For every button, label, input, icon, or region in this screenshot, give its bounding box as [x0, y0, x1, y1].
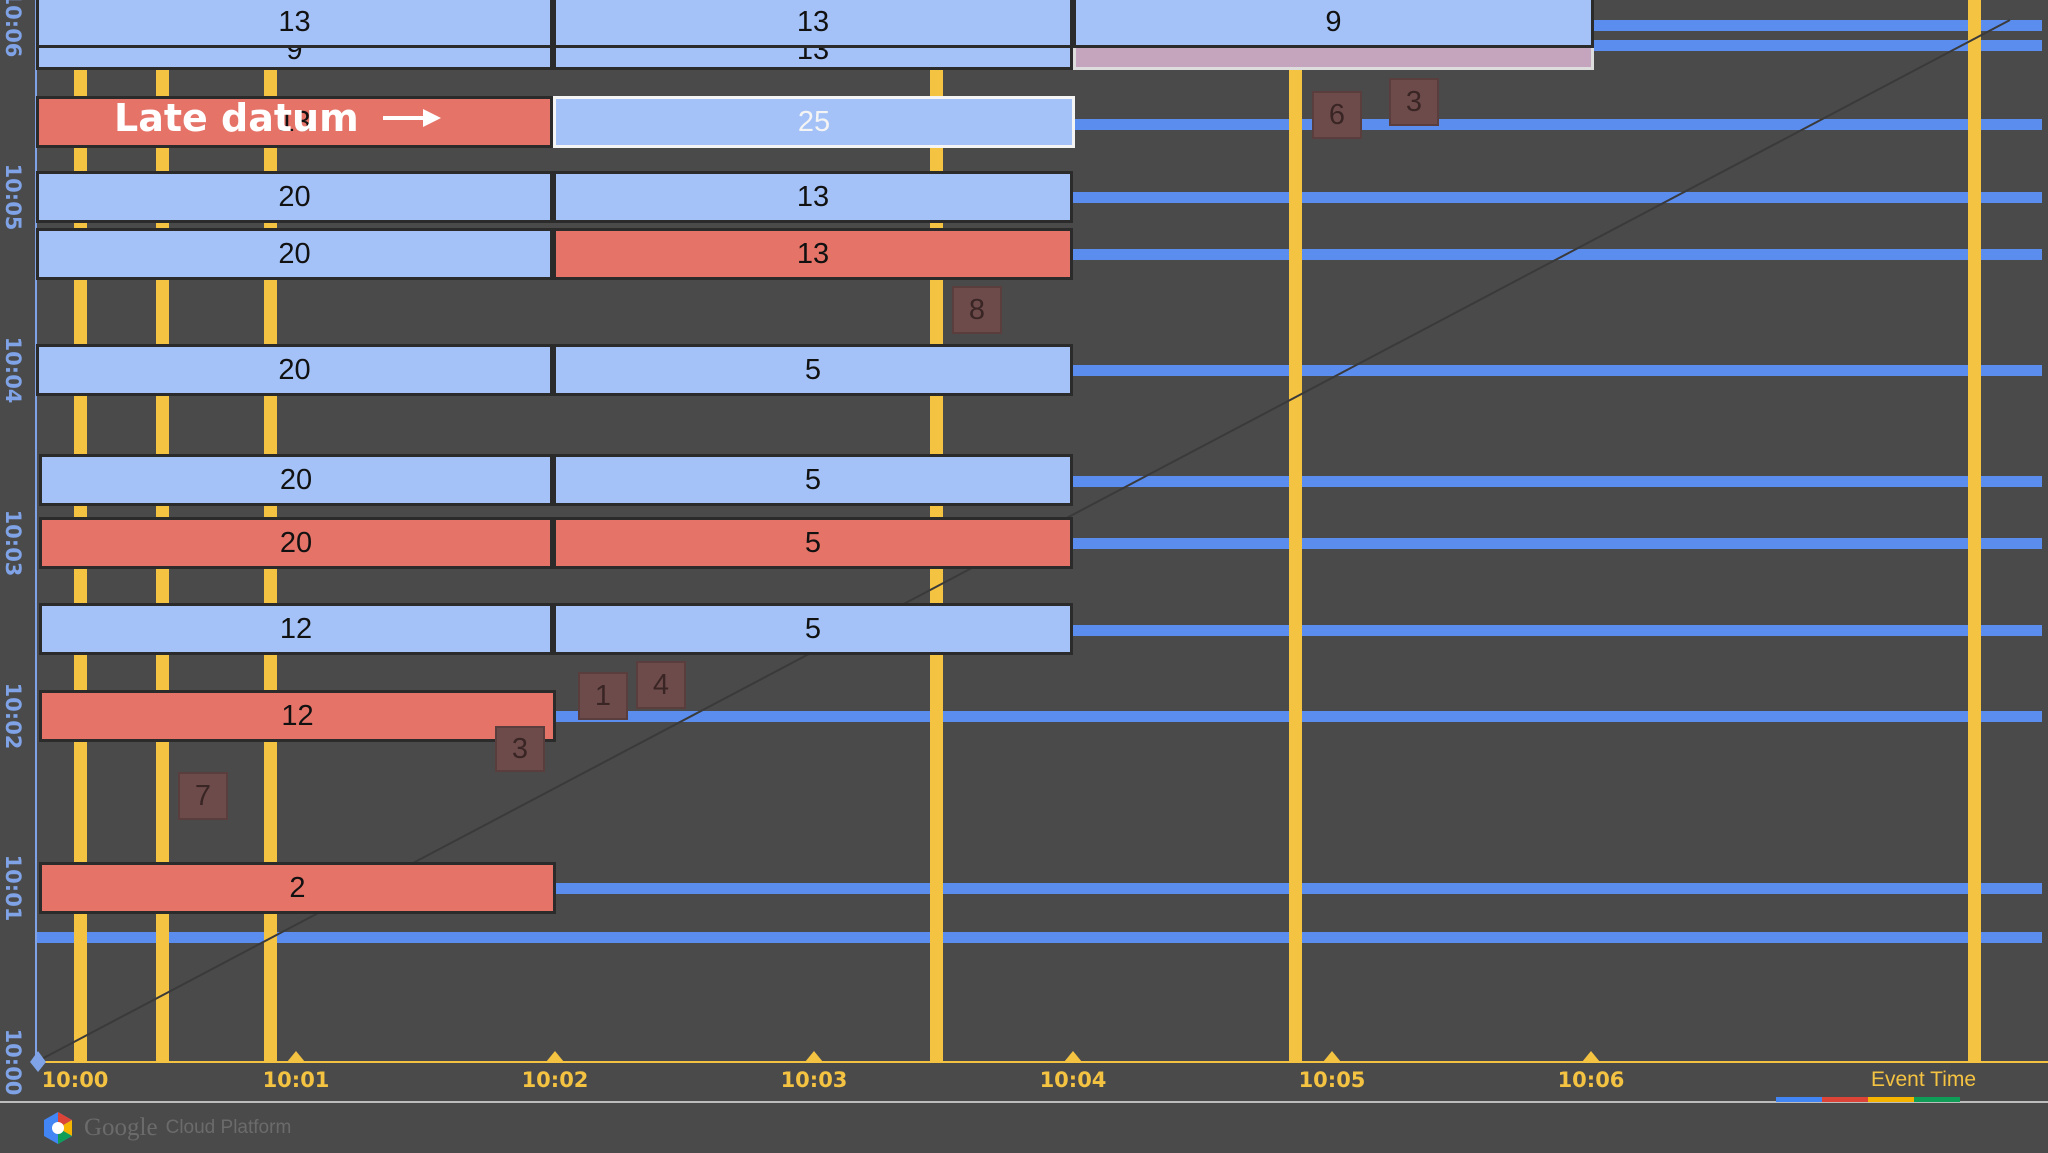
datum-value: 3 [1405, 85, 1423, 118]
pane-box: 13 [553, 0, 1073, 48]
x-tick-marker [1323, 1051, 1341, 1062]
y-tick-label: 10:05 [1, 163, 25, 231]
pane-value: 25 [797, 105, 831, 138]
pane-value: 13 [278, 105, 311, 138]
footer-brand: Google [84, 1114, 158, 1141]
timeline-line [1073, 538, 2042, 549]
pane-value: 5 [804, 612, 822, 645]
x-tick-marker [1064, 1051, 1082, 1062]
x-tick-marker [287, 1051, 305, 1062]
y-tick-label: 10:06 [1, 0, 25, 58]
pane-box: 5 [553, 344, 1073, 396]
x-tick-label: 10:01 [262, 1068, 330, 1092]
pane-box: 12 [39, 690, 556, 742]
y-tick-label: 10:00 [1, 1028, 25, 1096]
pane-box: 13 [36, 96, 553, 148]
timeline-line [1073, 476, 2042, 487]
datum-square: 3 [495, 726, 545, 772]
legend-bar-green [1914, 1097, 1960, 1102]
timeline-line [1073, 192, 2042, 203]
trigger-line [1968, 0, 1981, 1062]
pane-box: 9 [1073, 0, 1594, 48]
timeline-line [1073, 365, 2042, 376]
datum-square: 3 [1389, 78, 1439, 126]
legend-bar-yellow [1868, 1097, 1914, 1102]
pane-value: 20 [279, 526, 313, 559]
pane-box: 2 [39, 862, 556, 914]
y-tick-label: 10:04 [1, 336, 25, 404]
datum-value: 8 [968, 293, 986, 326]
pane-value: 2 [289, 871, 306, 904]
y-tick-label: 10:01 [1, 854, 25, 922]
datum-value: 3 [511, 732, 529, 765]
timeline-line [1073, 249, 2042, 260]
pane-box: 5 [553, 603, 1073, 655]
footer-product: Cloud Platform [165, 1117, 292, 1138]
pane-value: 5 [804, 353, 822, 386]
x-tick-marker [546, 1051, 564, 1062]
axis-origin-marker [30, 1051, 46, 1072]
pane-value: 12 [279, 612, 313, 645]
pane-box: 20 [36, 171, 553, 223]
pane-box: 20 [39, 454, 553, 506]
datum-value: 6 [1328, 98, 1346, 131]
timeline-line [1590, 20, 2042, 31]
pane-value: 13 [796, 237, 830, 270]
pane-value: 20 [278, 180, 311, 213]
pane-box: 20 [36, 228, 553, 280]
timeline-line [1073, 119, 2042, 130]
x-tick-label: 10:04 [1039, 1068, 1107, 1092]
datum-value: 7 [194, 779, 212, 812]
pane-value: 20 [278, 237, 311, 270]
x-tick-label: 10:06 [1557, 1068, 1625, 1092]
x-tick-label: 10:02 [521, 1068, 589, 1092]
datum-square: 7 [178, 772, 228, 820]
x-tick-label: 10:00 [41, 1068, 109, 1092]
pane-value: 9 [1325, 5, 1342, 38]
x-tick-label: 10:03 [780, 1068, 848, 1092]
pane-box: 5 [553, 454, 1073, 506]
pane-value: 13 [796, 180, 830, 213]
datum-square: 4 [636, 661, 686, 709]
trigger-line [1289, 0, 1302, 1062]
timeline-line [1590, 40, 2042, 51]
pane-box: 13 [553, 171, 1073, 223]
datum-square: 8 [952, 286, 1002, 334]
pane-value: 13 [796, 5, 830, 38]
footer-logo: Google Cloud Platform [40, 1110, 291, 1146]
pane-box: 20 [39, 517, 553, 569]
legend-bar-blue [1776, 1097, 1822, 1102]
pane-value: 5 [804, 526, 822, 559]
right-arrow-icon [382, 109, 441, 127]
y-tick-label: 10:02 [1, 682, 25, 750]
pane-box: 13 [36, 0, 553, 48]
y-tick-label: 10:03 [1, 509, 25, 577]
timeline-line [36, 932, 2042, 943]
x-axis-title: Event Time [1871, 1068, 1977, 1091]
x-tick-marker [1582, 1051, 1600, 1062]
pane-box: 12 [39, 603, 553, 655]
pane-value: 20 [278, 353, 311, 386]
x-tick-marker [805, 1051, 823, 1062]
timeline-line [1073, 625, 2042, 636]
late-datum-text: Late datum [114, 96, 359, 140]
legend-bar-red [1822, 1097, 1868, 1102]
late-datum-label: Late datum [114, 96, 441, 140]
pane-box: 5 [553, 517, 1073, 569]
datum-value: 4 [652, 668, 670, 701]
pane-value: 13 [278, 5, 311, 38]
datum-square: 1 [578, 672, 628, 720]
pane-value: 20 [279, 463, 313, 496]
x-tick-label: 10:05 [1298, 1068, 1366, 1092]
pane-box: 20 [36, 344, 553, 396]
cloud-platform-hexagon-icon [44, 1112, 72, 1144]
pane-box: 25 [553, 96, 1075, 148]
pane-value: 5 [804, 463, 822, 496]
datum-square: 6 [1312, 91, 1362, 139]
pane-value: 12 [281, 699, 314, 732]
pane-box: 13 [553, 228, 1073, 280]
datum-value: 1 [594, 679, 612, 712]
